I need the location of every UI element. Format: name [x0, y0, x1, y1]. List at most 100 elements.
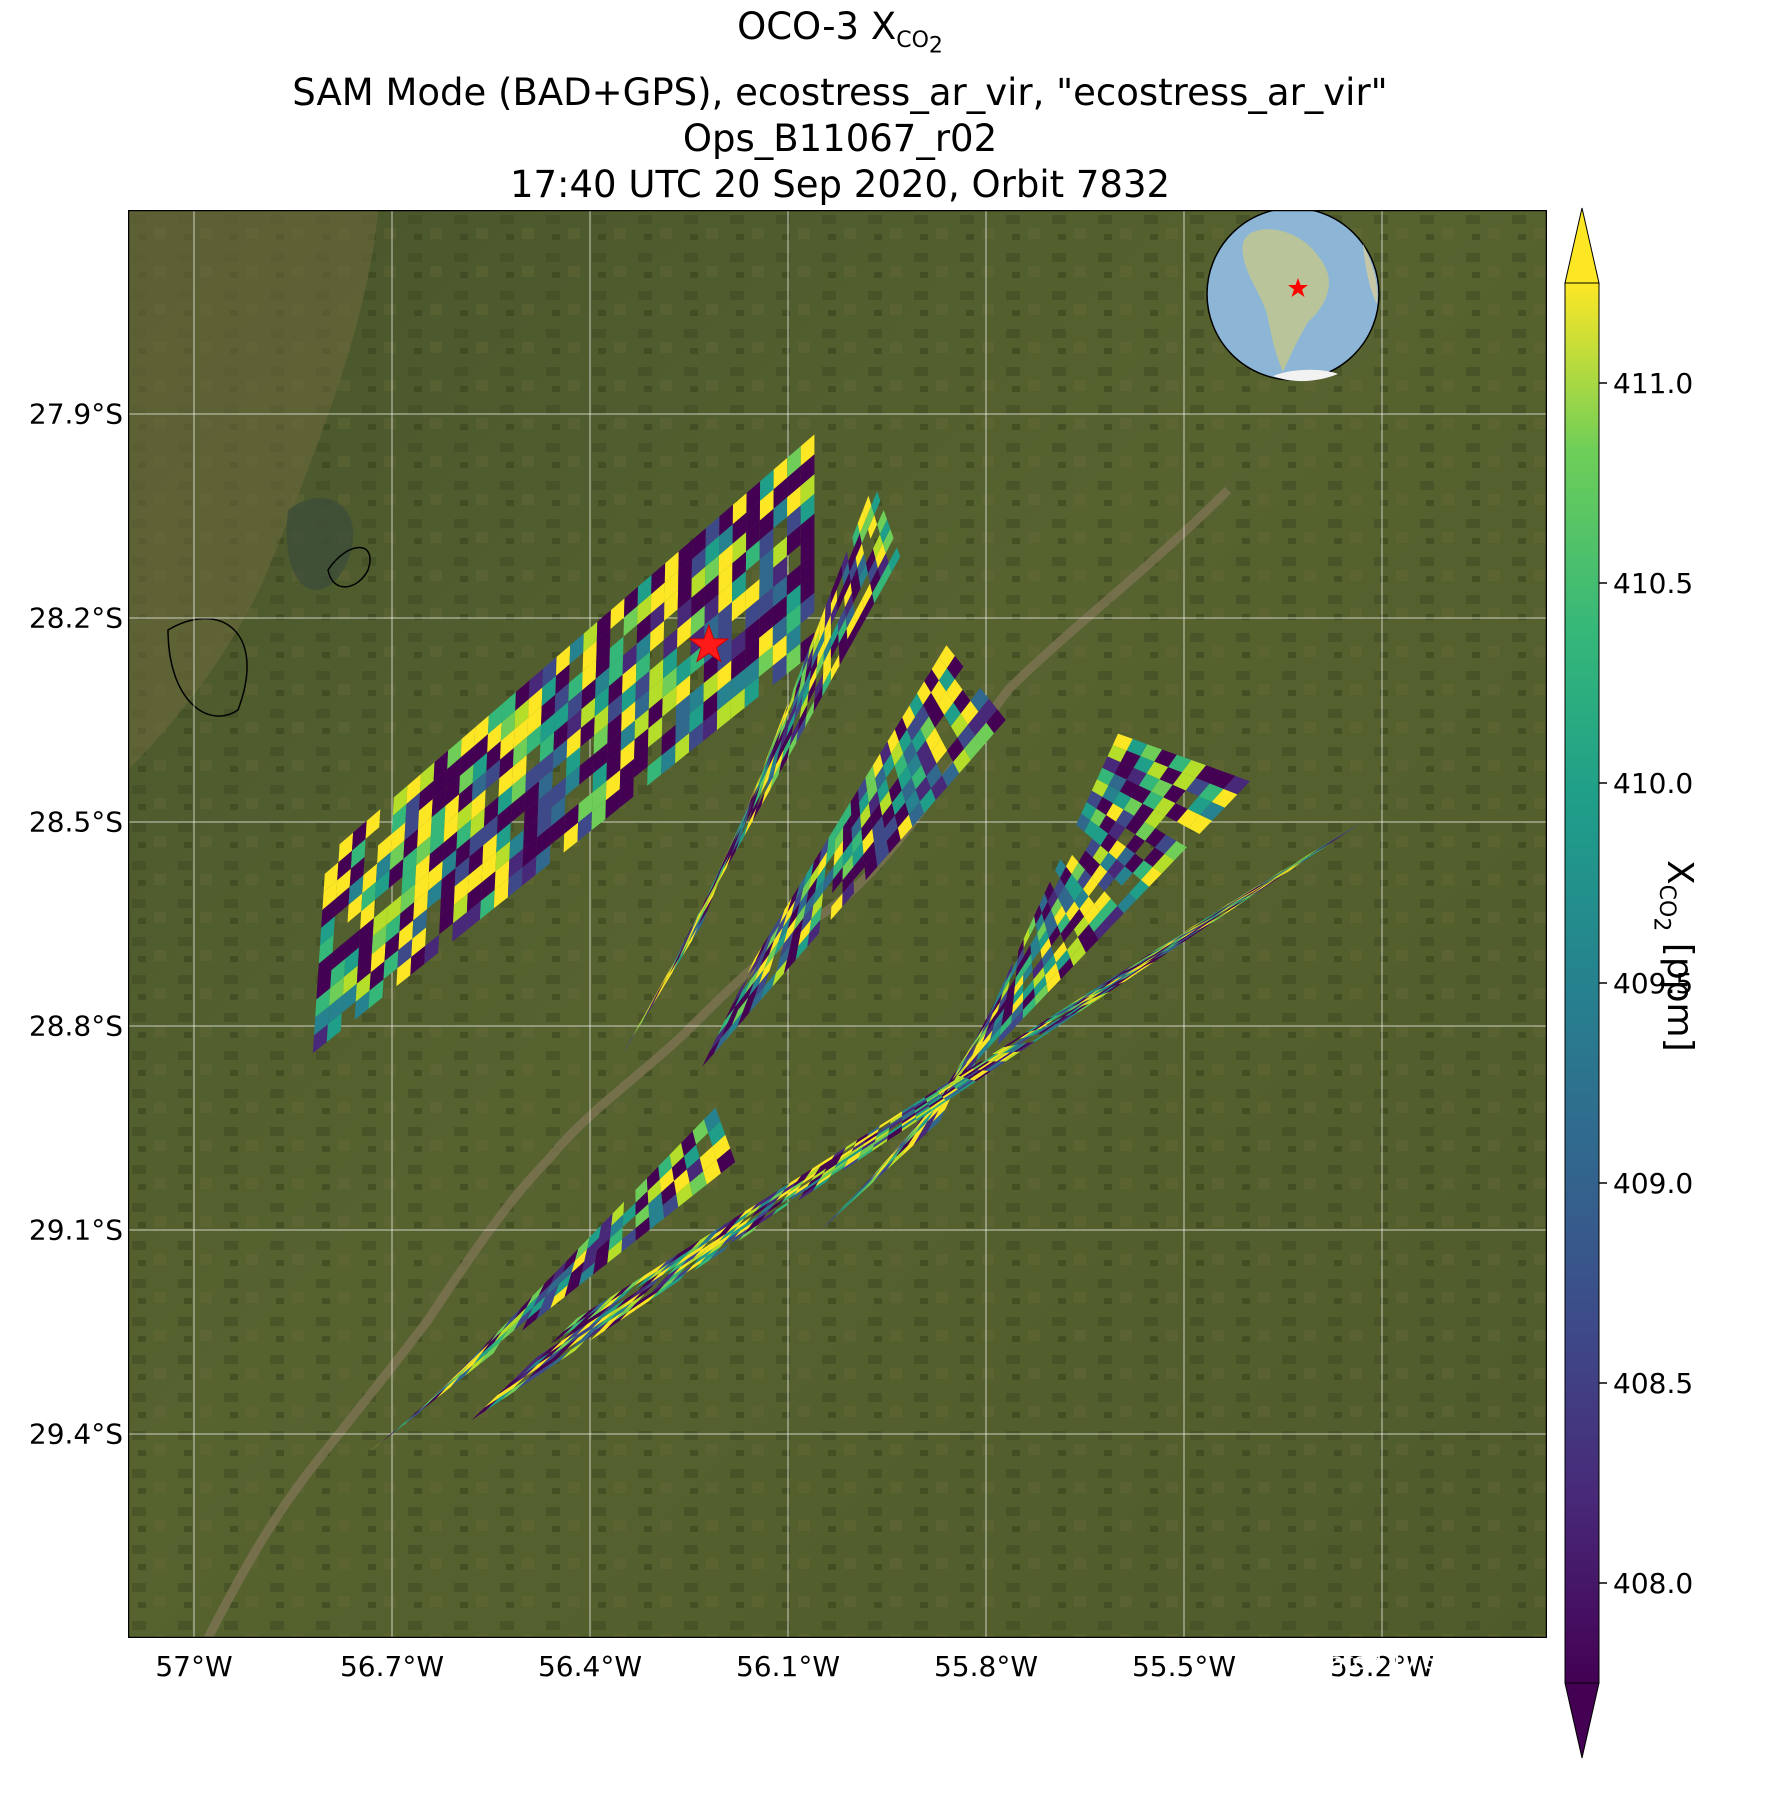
sounding-cell	[450, 1364, 474, 1387]
sounding-cell	[599, 1311, 624, 1331]
sounding-cell	[632, 1005, 651, 1037]
sounding-cell	[899, 729, 912, 754]
sounding-cell	[823, 866, 834, 893]
sounding-cell	[1209, 770, 1236, 789]
sounding-cell	[1141, 950, 1163, 963]
sounding-cell	[649, 1282, 672, 1301]
sounding-cell	[1147, 943, 1169, 957]
sounding-cell	[788, 1179, 806, 1193]
sounding-cell	[801, 1181, 819, 1196]
sounding-cell	[1152, 853, 1175, 874]
sounding-cell	[857, 1147, 874, 1162]
sounding-cell	[347, 893, 363, 923]
sounding-cell	[322, 880, 338, 910]
sounding-cell	[1069, 881, 1083, 902]
sounding-cell	[1077, 990, 1097, 1002]
sounding-cell	[1240, 883, 1267, 899]
sounding-cell	[1011, 1036, 1028, 1046]
sounding-cell	[990, 1017, 1003, 1040]
sounding-cell	[513, 736, 528, 767]
sounding-cell	[1108, 840, 1126, 860]
lat-tick-label: 29.4°S	[28, 1417, 123, 1451]
sounding-cell	[676, 655, 691, 687]
sounding-cell	[743, 1218, 763, 1235]
sounding-cell	[773, 536, 787, 568]
sounding-cell	[957, 1079, 974, 1091]
sounding-cell	[599, 1213, 613, 1238]
lat-tick-label: 28.2°S	[28, 601, 123, 635]
sounding-cell	[554, 682, 569, 714]
sounding-cell	[1120, 962, 1142, 975]
sounding-cell	[764, 941, 779, 970]
sounding-cell	[1185, 922, 1209, 937]
contour-line-2	[167, 617, 248, 717]
sounding-cell	[732, 813, 746, 842]
sounding-cell	[760, 939, 775, 967]
sounding-cell	[1162, 936, 1186, 951]
sounding-cell	[732, 976, 749, 1005]
sounding-cell	[952, 1077, 968, 1087]
sounding-cell	[600, 1296, 624, 1316]
sounding-cell	[807, 677, 817, 705]
sounding-cell	[852, 841, 864, 868]
sounding-cell	[1057, 885, 1070, 906]
lon-tick-label: 55.5°W	[1131, 1650, 1237, 1683]
inset-globe	[1206, 210, 1380, 382]
sounding-cell	[550, 1260, 567, 1285]
sounding-cell	[1252, 873, 1279, 889]
sounding-cell	[578, 1318, 603, 1338]
sounding-cell	[768, 1188, 786, 1203]
sounding-cell	[405, 792, 420, 823]
sounding-cell	[902, 705, 915, 730]
sounding-cell	[525, 762, 540, 793]
sounding-cell	[1059, 1003, 1079, 1015]
sounding-cell	[873, 534, 883, 559]
sounding-cell	[750, 1197, 768, 1212]
sounding-cell	[902, 1106, 915, 1117]
sounding-cell	[571, 1249, 587, 1273]
sounding-cell	[772, 1200, 791, 1216]
sounding-cell	[984, 1003, 996, 1026]
sounding-cell	[1002, 1051, 1021, 1062]
sounding-cell	[596, 610, 611, 641]
sounding-cell	[1097, 984, 1118, 997]
sounding-cell	[526, 724, 542, 756]
sounding-cell	[800, 493, 815, 525]
sounding-cell	[999, 1045, 1016, 1054]
sounding-cell	[939, 645, 955, 669]
sounding-cell	[703, 1225, 723, 1242]
sounding-cell	[390, 822, 406, 852]
sounding-cell	[610, 598, 625, 630]
colorbar-tick-label: 409.5	[1613, 967, 1693, 1000]
sounding-cell	[473, 734, 488, 765]
sounding-cell	[659, 1167, 674, 1193]
sounding-cell	[486, 1330, 508, 1354]
sounding-cell	[880, 741, 892, 766]
sounding-cell	[761, 744, 772, 772]
sounding-cell	[773, 556, 787, 588]
sounding-cell	[1156, 938, 1179, 952]
sounding-cell	[619, 1301, 643, 1321]
sounding-cell	[1264, 869, 1291, 886]
sounding-cell	[1199, 801, 1225, 821]
sounding-cell	[734, 979, 751, 1008]
sounding-cell	[698, 896, 713, 927]
sounding-cell	[651, 563, 666, 595]
sounding-cell	[787, 885, 800, 913]
sounding-cell	[1233, 891, 1259, 908]
sounding-cell	[867, 778, 878, 803]
sounding-cell	[842, 827, 853, 854]
sounding-cell	[1279, 857, 1307, 875]
sounding-cell	[1108, 773, 1127, 792]
sounding-cell	[734, 1221, 754, 1238]
sounding-cell	[1114, 866, 1133, 886]
sounding-cell	[712, 1134, 731, 1160]
sounding-cell	[1041, 1022, 1061, 1034]
sounding-cell	[591, 1309, 616, 1329]
sounding-cell	[540, 713, 555, 744]
sounding-cell	[815, 1172, 833, 1187]
sounding-cell	[1084, 987, 1104, 999]
sounding-cell	[795, 932, 810, 961]
sounding-cell	[718, 602, 732, 633]
sounding-cell	[551, 1335, 577, 1356]
